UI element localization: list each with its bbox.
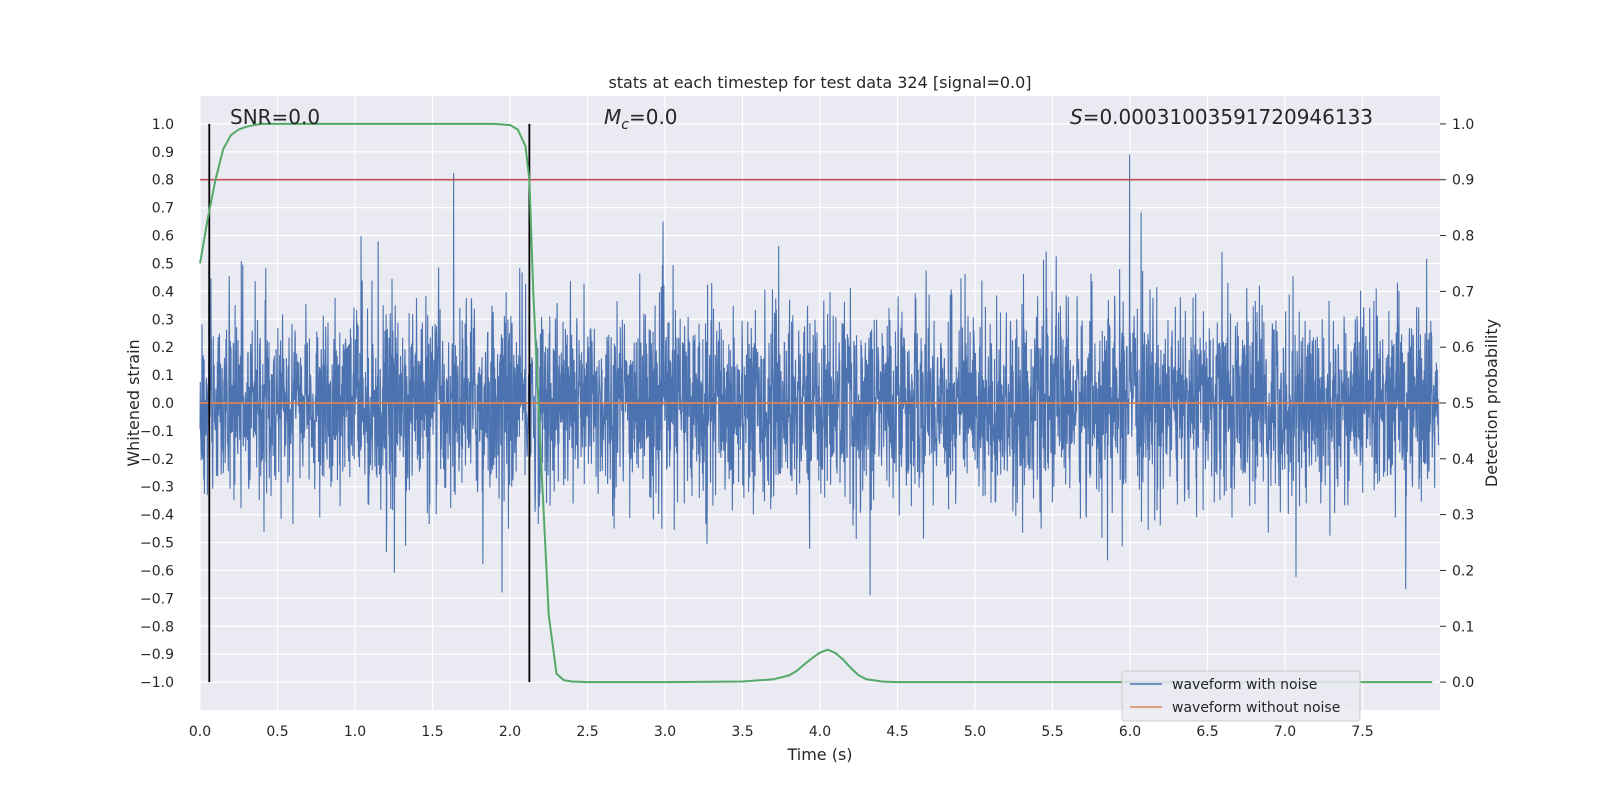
y-right-tick-label: 0.1: [1452, 619, 1474, 635]
y-left-tick-label: −0.3: [140, 480, 174, 496]
score-annotation: S=0.00031003591720946133: [1070, 105, 1373, 129]
y-left-tick-label: −0.6: [140, 563, 174, 579]
legend-label-clean: waveform without noise: [1172, 700, 1340, 716]
x-tick-label: 3.5: [731, 724, 753, 740]
y-left-tick-label: 0.7: [152, 201, 174, 217]
chirp-mass-subscript: c: [621, 117, 629, 133]
x-tick-label: 7.0: [1274, 724, 1296, 740]
y-right-tick-label: 0.7: [1452, 284, 1474, 300]
y-left-axis-ticks: 1.0 0.9 0.8 0.7 0.6 0.5 0.4 0.3 0.2 0.1 0.0 −0.1 −0.…: [140, 117, 174, 691]
overlays: [199, 122, 1440, 684]
y-right-tick-label: 0.4: [1452, 452, 1474, 468]
x-tick-label: 0.0: [189, 724, 211, 740]
x-tick-label: 5.0: [964, 724, 986, 740]
y-left-tick-label: −0.9: [140, 647, 174, 663]
y-right-tick-label: 0.5: [1452, 396, 1474, 412]
y-left-tick-label: 0.8: [152, 173, 174, 189]
y-right-tick-label: 0.8: [1452, 229, 1474, 245]
x-tick-label: 2.0: [499, 724, 521, 740]
y-right-tick-label: 0.9: [1452, 173, 1474, 189]
x-axis-label: Time (s): [786, 745, 852, 764]
x-axis-ticks: 0.0 0.5 1.0 1.5 2.0 2.5 3.0 3.5 4.0 4.5 5.0 5.5 6.0 6…: [189, 724, 1374, 740]
y-left-tick-label: −0.4: [140, 508, 174, 524]
legend-label-noise: waveform with noise: [1172, 677, 1317, 693]
score-value: =0.00031003591720946133: [1083, 105, 1373, 129]
chirp-mass-value: =0.0: [629, 105, 678, 129]
detection-probability-line: [199, 122, 1433, 684]
y-right-tick-label: 0.2: [1452, 563, 1474, 579]
y-left-tick-label: 0.4: [152, 284, 174, 300]
y-left-tick-label: 0.5: [152, 256, 174, 272]
noise-waveform-line: [199, 154, 1439, 596]
y-right-tick-label: 0.3: [1452, 508, 1474, 524]
chirp-mass-symbol: M: [604, 105, 621, 129]
y-left-tick-label: 0.0: [152, 396, 174, 412]
y-left-tick-label: −1.0: [140, 675, 174, 691]
y-right-tick-label: 0.0: [1452, 675, 1474, 691]
x-tick-label: 4.0: [809, 724, 831, 740]
y-left-tick-label: 0.1: [152, 368, 174, 384]
chart-title: stats at each timestep for test data 324…: [608, 73, 1031, 92]
x-tick-label: 7.5: [1351, 724, 1373, 740]
y-left-tick-label: −0.7: [140, 591, 174, 607]
y-left-tick-label: 0.6: [152, 229, 174, 245]
y-left-axis-label: Whitened strain: [124, 339, 143, 466]
legend: waveform with noise waveform without noi…: [1121, 670, 1361, 722]
x-tick-label: 1.0: [344, 724, 366, 740]
y-left-tick-label: −0.8: [140, 619, 174, 635]
y-left-tick-label: 0.9: [152, 145, 174, 161]
y-left-tick-label: −0.1: [140, 424, 174, 440]
y-left-tick-label: 0.3: [152, 312, 174, 328]
score-symbol: S: [1070, 105, 1083, 129]
y-right-tick-label: 1.0: [1452, 117, 1474, 133]
y-left-tick-label: 1.0: [152, 117, 174, 133]
y-right-tick-label: 0.6: [1452, 340, 1474, 356]
x-tick-label: 6.5: [1196, 724, 1218, 740]
x-tick-label: 4.5: [886, 724, 908, 740]
x-tick-label: 5.5: [1041, 724, 1063, 740]
x-tick-label: 2.5: [576, 724, 598, 740]
x-tick-label: 1.5: [421, 724, 443, 740]
y-right-axis-ticks: 1.0 0.9 0.8 0.7 0.6 0.5 0.4 0.3 0.2 0.1 0.0: [1440, 117, 1474, 691]
chirp-mass-annotation: Mc=0.0: [604, 105, 678, 133]
x-tick-label: 6.0: [1119, 724, 1141, 740]
x-tick-label: 0.5: [266, 724, 288, 740]
y-left-tick-label: −0.5: [140, 536, 174, 552]
snr-annotation: SNR=0.0: [230, 105, 320, 129]
y-left-tick-label: −0.2: [140, 452, 174, 468]
series-waveform-with-noise: [199, 154, 1439, 596]
y-right-axis-label: Detection probability: [1482, 319, 1501, 487]
legend-box: [1121, 670, 1361, 722]
x-tick-label: 3.0: [654, 724, 676, 740]
y-left-tick-label: 0.2: [152, 340, 174, 356]
